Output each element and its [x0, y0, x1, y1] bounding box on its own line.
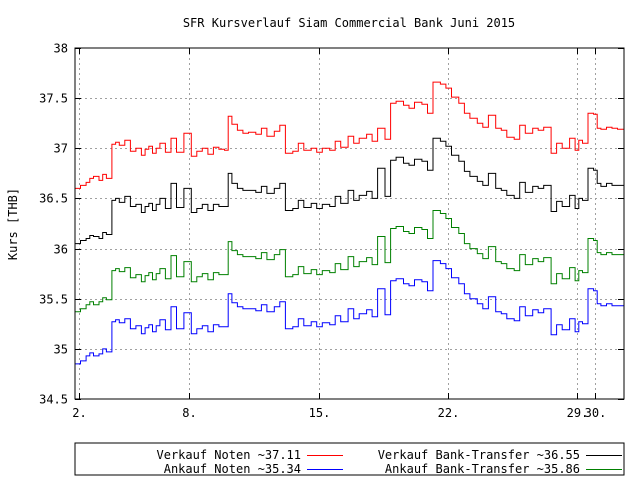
legend-label: Ankauf Bank-Transfer ~35.86 [385, 462, 580, 476]
legend-label: Verkauf Bank-Transfer ~36.55 [378, 448, 580, 462]
y-tick-label: 35 [54, 343, 68, 357]
y-tick-label: 34.5 [39, 393, 68, 407]
series-line [75, 210, 625, 313]
series-lines [75, 81, 625, 365]
legend-label: Ankauf Noten ~35.34 [164, 462, 301, 476]
x-tick-label: 15. [309, 406, 331, 420]
y-axis: 34.5 35 35.5 36 36.5 37 37.5 38 [39, 42, 624, 407]
grid [75, 48, 624, 399]
x-tick-label: 22. [438, 406, 460, 420]
y-axis-label: Kurs [THB] [6, 188, 20, 260]
series-line [75, 137, 625, 245]
y-tick-label: 35.5 [39, 293, 68, 307]
x-tick-label: 30. [585, 406, 607, 420]
x-tick-label: 8. [182, 406, 196, 420]
y-tick-label: 37.5 [39, 92, 68, 106]
chart-title: SFR Kursverlauf Siam Commercial Bank Jun… [183, 16, 515, 30]
legend: Verkauf Noten ~37.11 Verkauf Bank-Transfe… [74, 442, 625, 476]
x-axis: 2. 8. 15. 22. 29.30. [72, 48, 606, 420]
plot-frame [74, 47, 625, 400]
y-tick-label: 36 [54, 243, 68, 257]
y-tick-label: 36.5 [39, 192, 68, 206]
series-line [75, 81, 625, 189]
legend-label: Verkauf Noten ~37.11 [157, 448, 302, 462]
legend-box [74, 442, 625, 476]
x-tick-label: 29. [567, 406, 589, 420]
y-tick-label: 37 [54, 142, 68, 156]
series-line [75, 260, 625, 365]
y-tick-label: 38 [54, 42, 68, 56]
x-tick-label: 2. [72, 406, 86, 420]
